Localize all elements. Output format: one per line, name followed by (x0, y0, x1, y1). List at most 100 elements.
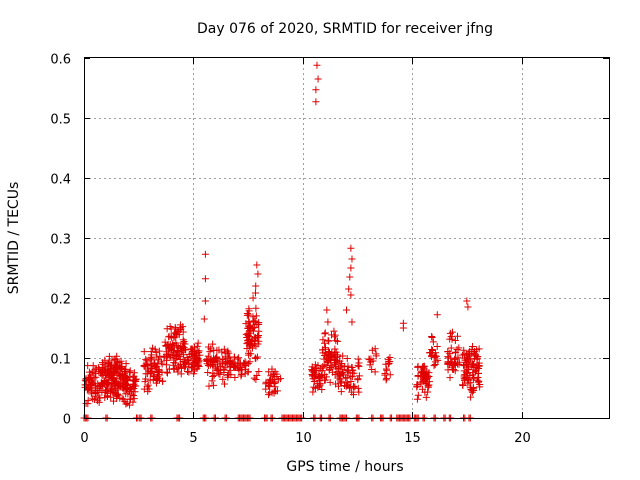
data-point (159, 377, 167, 385)
data-point (238, 365, 246, 373)
data-point (319, 336, 327, 344)
data-point (132, 375, 140, 383)
data-point (98, 359, 106, 367)
data-point (310, 367, 318, 375)
data-point (351, 383, 359, 391)
data-point (206, 361, 214, 369)
data-point (348, 388, 356, 396)
data-point (213, 367, 221, 375)
data-point (446, 374, 454, 382)
data-point (220, 380, 228, 388)
data-point (103, 381, 111, 389)
data-point (318, 385, 326, 393)
data-point (421, 376, 429, 384)
data-point (117, 364, 125, 372)
data-point (114, 385, 122, 393)
data-point (244, 332, 252, 340)
data-point (262, 385, 270, 393)
data-point (327, 352, 335, 360)
data-point (266, 377, 274, 385)
data-point (417, 380, 425, 388)
data-point (469, 360, 477, 368)
data-point (308, 371, 316, 379)
data-point (170, 365, 178, 373)
data-point (235, 354, 243, 362)
data-point (170, 365, 178, 373)
data-point (96, 383, 104, 391)
data-point (355, 359, 363, 367)
data-point (237, 372, 245, 380)
data-point (145, 385, 153, 393)
data-point (204, 352, 212, 360)
data-point (101, 368, 109, 376)
data-point (172, 339, 180, 347)
data-point (372, 350, 380, 358)
data-point (323, 306, 331, 314)
data-point (382, 365, 390, 373)
data-point (226, 366, 234, 374)
data-point (203, 360, 211, 368)
data-point (321, 339, 329, 347)
data-point (227, 359, 235, 367)
data-point (108, 356, 116, 364)
y-axis-label: SRMTID / TECUs (6, 182, 22, 295)
data-point (226, 353, 234, 361)
data-point (252, 304, 260, 312)
data-point (347, 291, 355, 299)
data-point (95, 398, 103, 406)
data-point (325, 337, 333, 345)
data-point (382, 376, 390, 384)
data-point (200, 315, 208, 323)
data-point (130, 369, 138, 377)
data-point (371, 345, 379, 353)
data-point (354, 375, 362, 383)
data-point (193, 358, 201, 366)
data-point (213, 353, 221, 361)
data-point (253, 353, 261, 361)
data-point (126, 395, 134, 403)
data-point (469, 371, 477, 379)
data-point (144, 361, 152, 369)
data-point (119, 375, 127, 383)
data-point (122, 368, 130, 376)
data-point (163, 368, 171, 376)
data-point (341, 363, 349, 371)
data-point (469, 375, 477, 383)
data-point (183, 367, 191, 375)
data-point (231, 363, 239, 371)
data-point (460, 372, 468, 380)
data-point (463, 297, 471, 305)
data-point (210, 371, 218, 379)
data-point (336, 357, 344, 365)
data-point (321, 344, 329, 352)
data-point (208, 377, 216, 385)
y-tick-label: 0.2 (50, 293, 71, 308)
data-point (155, 347, 163, 355)
data-point (343, 355, 351, 363)
data-point (231, 373, 239, 381)
data-point (464, 303, 472, 311)
x-tick-label: 10 (295, 431, 312, 446)
data-point (312, 86, 320, 94)
data-point (105, 352, 113, 360)
data-point (414, 362, 422, 370)
data-point (331, 333, 339, 341)
data-point (238, 370, 246, 378)
x-tick-label: 15 (404, 431, 421, 446)
data-point (252, 354, 260, 362)
data-point (253, 261, 261, 269)
data-point (332, 356, 340, 364)
data-point (251, 333, 259, 341)
data-point (254, 270, 262, 278)
data-point (129, 392, 137, 400)
data-point (216, 370, 224, 378)
data-point (93, 397, 101, 405)
data-point (180, 351, 188, 359)
data-point (447, 344, 455, 352)
data-point (386, 371, 394, 379)
data-point (474, 361, 482, 369)
data-point (112, 368, 120, 376)
data-point (111, 362, 119, 370)
data-point (469, 343, 477, 351)
